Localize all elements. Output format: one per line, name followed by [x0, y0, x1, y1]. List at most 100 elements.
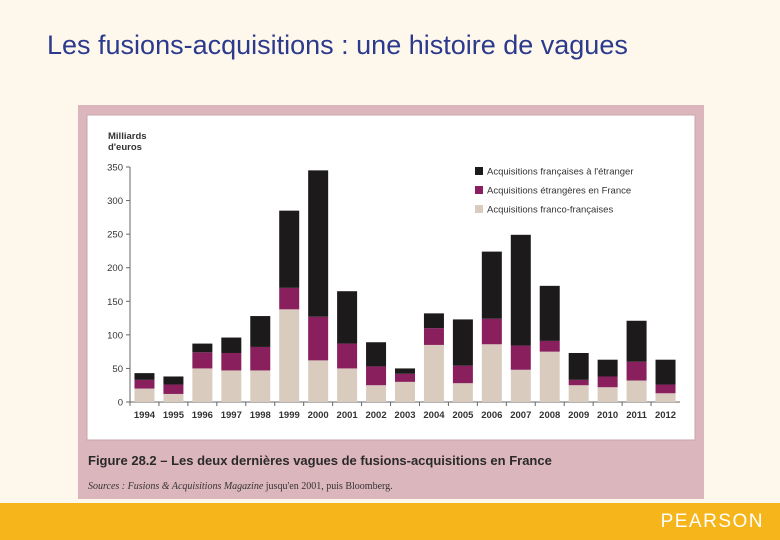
bar-segment	[597, 387, 618, 402]
bar-segment	[655, 393, 676, 402]
bar-segment	[134, 373, 155, 380]
bar-segment	[395, 381, 415, 402]
bar-segment	[452, 319, 473, 366]
source-label: Sources : Fusions & Acquisitions Magazin…	[88, 481, 264, 492]
bar-segment	[221, 352, 242, 371]
legend-swatch	[475, 205, 483, 213]
x-tick-label: 2001	[337, 410, 359, 421]
y-tick-label: 350	[107, 163, 123, 174]
x-tick-label: 1994	[134, 410, 156, 421]
bar-segment	[395, 368, 415, 374]
bar-segment	[250, 370, 271, 402]
bar-segment	[423, 328, 444, 345]
bar-segment	[163, 384, 184, 394]
bar-segment	[279, 309, 300, 402]
legend-label: Acquisitions françaises à l'étranger	[487, 167, 634, 178]
footer-bar: PEARSON	[0, 503, 780, 540]
bar-segment	[221, 370, 242, 402]
bar-segment	[626, 361, 647, 381]
x-tick-label: 2012	[655, 410, 676, 421]
bar-segment	[308, 316, 329, 361]
bar-segment	[510, 234, 531, 346]
y-tick-label: 0	[118, 398, 123, 409]
x-tick-label: 2003	[394, 410, 415, 421]
figure-caption-text: – Les deux dernières vagues de fusions-a…	[156, 453, 552, 468]
bar-segment	[163, 376, 184, 385]
legend-swatch	[475, 167, 483, 175]
bar-segment	[423, 344, 444, 402]
bar-segment	[481, 344, 502, 402]
bar-segment	[366, 342, 387, 367]
bar-segment	[279, 210, 300, 288]
bar-segment	[423, 313, 444, 329]
figure-source: Sources : Fusions & Acquisitions Magazin…	[88, 481, 688, 492]
bar-segment	[250, 316, 271, 347]
bar-segment	[308, 360, 329, 402]
y-tick-label: 50	[112, 364, 123, 375]
x-tick-label: 2002	[365, 410, 386, 421]
bar-segment	[510, 345, 531, 370]
source-rest: jusqu'en 2001, puis Bloomberg.	[263, 481, 393, 492]
legend: Acquisitions françaises à l'étranger Acqu…	[468, 161, 690, 225]
bar-segment	[452, 383, 473, 402]
bar-segment	[395, 373, 415, 382]
x-tick-label: 2009	[568, 410, 589, 421]
figure-caption: Figure 28.2 – Les deux dernières vagues …	[88, 453, 688, 468]
figure-number: Figure 28.2	[88, 453, 157, 468]
bar-segment	[308, 170, 329, 317]
bar-segment	[337, 368, 358, 402]
bar-segment	[163, 393, 184, 402]
bar-segment	[597, 376, 618, 388]
bar-segment	[337, 343, 358, 369]
x-tick-label: 1995	[163, 410, 185, 421]
bar-segment	[481, 251, 502, 319]
bar-segment	[539, 285, 560, 341]
x-tick-label: 2008	[539, 410, 560, 421]
stacked-bar-chart: Milliards d'euros 0 50 100 150 200 250 300 350 1…	[86, 114, 696, 441]
x-tick-label: 2000	[308, 410, 329, 421]
x-tick-labels: 1994 1995 1996 1997 1998 1999 2000 2001 2002 2003…	[129, 402, 676, 421]
bar-segment	[192, 368, 213, 402]
legend-swatch	[475, 186, 483, 194]
x-tick-label: 2005	[452, 410, 474, 421]
bars	[134, 170, 676, 402]
figure-frame: Milliards d'euros 0 50 100 150 200 250 300 350 1…	[78, 105, 704, 499]
x-tick-label: 2010	[597, 410, 618, 421]
bar-segment	[568, 385, 589, 402]
y-axis-label: Milliards d'euros	[108, 131, 147, 153]
y-tick-label: 300	[107, 196, 123, 207]
y-ticks: 0 50 100 150 200 250 300 350	[107, 163, 130, 409]
bar-segment	[510, 369, 531, 402]
y-tick-label: 200	[107, 263, 123, 274]
bar-segment	[366, 385, 387, 402]
x-tick-label: 1997	[221, 410, 242, 421]
x-tick-label: 2004	[423, 410, 445, 421]
bar-segment	[597, 359, 618, 377]
pearson-logo: PEARSON	[660, 511, 764, 532]
legend-box	[468, 161, 690, 225]
x-tick-label: 1998	[250, 410, 271, 421]
x-tick-label: 2007	[510, 410, 531, 421]
bar-segment	[279, 287, 300, 310]
slide-title: Les fusions-acquisitions : une histoire …	[47, 30, 628, 60]
y-tick-label: 250	[107, 230, 123, 241]
bar-segment	[626, 320, 647, 362]
bar-segment	[626, 380, 647, 402]
bar-segment	[250, 346, 271, 371]
y-tick-label: 100	[107, 330, 123, 341]
bar-segment	[134, 388, 155, 402]
bar-segment	[337, 291, 358, 344]
bar-segment	[655, 359, 676, 385]
x-tick-label: 2006	[481, 410, 502, 421]
bar-segment	[134, 379, 155, 389]
bar-segment	[192, 343, 213, 353]
bar-segment	[481, 318, 502, 345]
bar-segment	[568, 379, 589, 386]
x-tick-label: 2011	[626, 410, 647, 421]
bar-segment	[366, 366, 387, 386]
legend-label: Acquisitions étrangères en France	[487, 186, 631, 197]
x-tick-label: 1996	[192, 410, 213, 421]
bar-segment	[539, 340, 560, 352]
bar-segment	[192, 352, 213, 369]
bar-segment	[568, 352, 589, 380]
